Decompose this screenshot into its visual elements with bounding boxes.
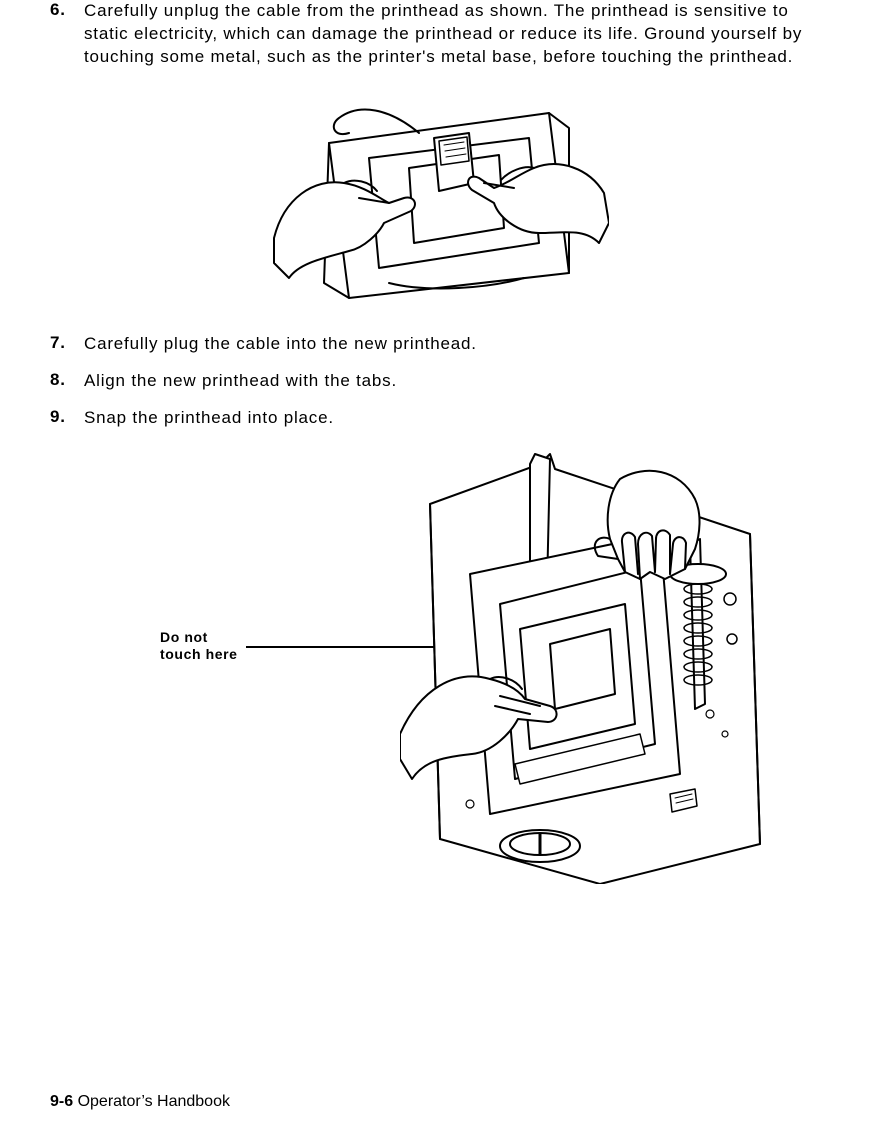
illustration-unplug-cable bbox=[269, 83, 609, 313]
step-text: Align the new printhead with the tabs. bbox=[84, 370, 397, 393]
figure-1-container bbox=[50, 83, 827, 313]
step-8: 8. Align the new printhead with the tabs… bbox=[50, 370, 827, 393]
figure-unplug-cable bbox=[269, 83, 609, 313]
illustration-snap-printhead bbox=[400, 444, 780, 884]
step-number: 8. bbox=[50, 370, 84, 393]
page-footer: 9-6 Operator’s Handbook bbox=[50, 1093, 230, 1111]
step-number: 9. bbox=[50, 407, 84, 430]
step-7: 7. Carefully plug the cable into the new… bbox=[50, 333, 827, 356]
step-number: 7. bbox=[50, 333, 84, 356]
step-text: Carefully plug the cable into the new pr… bbox=[84, 333, 477, 356]
step-number: 6. bbox=[50, 0, 84, 69]
step-text: Carefully unplug the cable from the prin… bbox=[84, 0, 827, 69]
step-6: 6. Carefully unplug the cable from the p… bbox=[50, 0, 827, 69]
figure-snap-printhead bbox=[400, 444, 780, 884]
step-9: 9. Snap the printhead into place. bbox=[50, 407, 827, 430]
callout-text: Do not touch here bbox=[160, 629, 238, 664]
footer-title: Operator’s Handbook bbox=[78, 1093, 230, 1110]
page-number: 9-6 bbox=[50, 1093, 73, 1110]
figure-2-container: Do not touch here bbox=[50, 444, 827, 904]
step-text: Snap the printhead into place. bbox=[84, 407, 334, 430]
